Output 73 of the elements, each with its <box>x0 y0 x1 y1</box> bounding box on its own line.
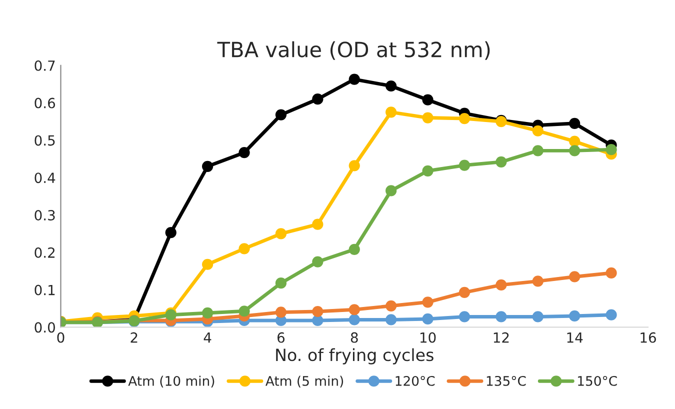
point <box>386 185 397 196</box>
point <box>312 306 324 318</box>
point <box>569 118 580 129</box>
point <box>275 278 287 289</box>
y-tick-label: 0.2 <box>34 247 54 258</box>
point <box>386 300 397 312</box>
point <box>422 313 434 325</box>
point <box>312 218 324 230</box>
y-tick-label: 0.5 <box>34 135 55 146</box>
point <box>348 74 360 85</box>
x-tick-label: 14 <box>567 332 583 343</box>
point <box>458 112 470 124</box>
x-tick-label: 0 <box>57 332 64 343</box>
point <box>386 106 397 118</box>
point <box>532 145 544 156</box>
point <box>422 112 434 124</box>
point <box>606 309 617 320</box>
point <box>422 296 434 308</box>
point <box>422 94 434 106</box>
x-axis-title: No. of frying cycles <box>276 348 434 364</box>
chart-title: TBA value (OD at 532 nm) <box>217 41 490 60</box>
x-tick-label: 2 <box>130 332 138 343</box>
y-tick-label: 0.6 <box>34 98 56 108</box>
legend-label: Atm (5 min) <box>266 376 344 388</box>
point <box>569 145 580 156</box>
point <box>496 156 507 168</box>
point <box>458 160 470 171</box>
point <box>312 94 324 105</box>
point <box>312 256 324 268</box>
point <box>386 314 397 326</box>
point <box>569 136 580 147</box>
point <box>386 80 397 92</box>
point <box>202 307 214 319</box>
point <box>606 144 617 156</box>
x-tick-label: 6 <box>278 332 285 343</box>
point <box>348 304 360 316</box>
point <box>458 286 470 298</box>
y-tick-label: 0.7 <box>34 60 55 71</box>
point <box>532 311 544 322</box>
point <box>422 165 434 176</box>
point <box>348 160 360 172</box>
x-tick-label: 16 <box>640 332 656 343</box>
x-tick-label: 12 <box>494 332 509 343</box>
legend-label: Atm (10 min) <box>128 376 214 388</box>
y-tick-label: 0.0 <box>34 322 55 333</box>
y-tick-label: 0.1 <box>34 284 55 296</box>
x-tick-label: 8 <box>350 332 358 343</box>
point <box>275 228 287 240</box>
point <box>348 244 360 255</box>
y-tick-label: 0.3 <box>34 210 55 220</box>
x-tick-label: 10 <box>420 332 436 343</box>
point <box>165 227 176 238</box>
point <box>238 147 250 158</box>
x-tick-label: 4 <box>204 332 212 343</box>
point <box>238 306 250 317</box>
point <box>532 125 544 136</box>
point <box>569 310 580 322</box>
point <box>238 243 250 254</box>
legend-label: 120°C <box>396 376 435 386</box>
point <box>202 258 214 270</box>
legend-label: 150°C <box>578 376 617 386</box>
point <box>569 271 580 282</box>
point <box>458 311 470 322</box>
point <box>496 311 507 322</box>
legend-label: 135°C <box>486 376 526 386</box>
point <box>202 160 214 172</box>
point <box>275 109 287 120</box>
point <box>606 267 617 279</box>
point <box>496 279 507 290</box>
point <box>532 276 544 287</box>
point <box>275 306 287 318</box>
y-tick-label: 0.4 <box>34 172 56 184</box>
point <box>348 314 360 326</box>
